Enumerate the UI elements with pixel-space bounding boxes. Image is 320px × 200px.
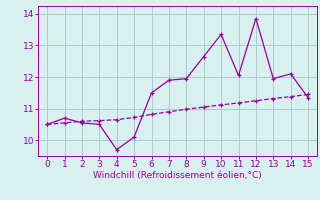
X-axis label: Windchill (Refroidissement éolien,°C): Windchill (Refroidissement éolien,°C) (93, 171, 262, 180)
